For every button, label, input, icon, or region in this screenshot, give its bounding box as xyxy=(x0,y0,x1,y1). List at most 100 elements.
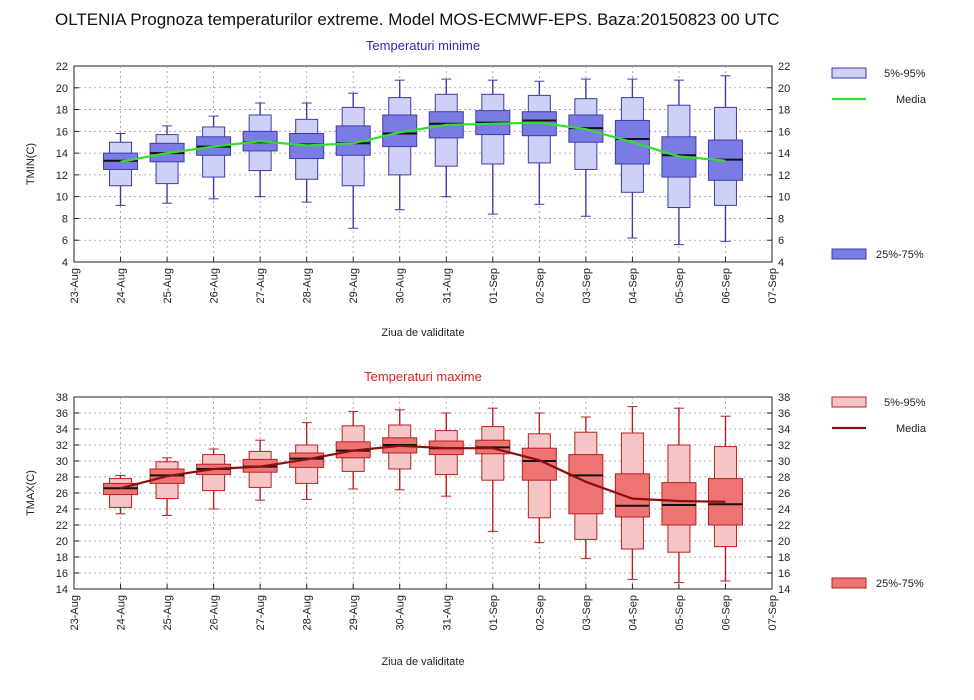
y-tick-label-left: 20 xyxy=(56,83,68,95)
x-tick-label: 05-Sep xyxy=(674,268,686,303)
x-tick-label: 29-Aug xyxy=(348,268,360,303)
x-tick-label: 30-Aug xyxy=(395,595,407,630)
y-tick-label-left: 26 xyxy=(56,488,68,500)
y-tick-label-right: 14 xyxy=(778,148,790,160)
y-tick-label-left: 18 xyxy=(56,105,68,117)
x-tick-label: 02-Sep xyxy=(534,268,546,303)
legend-mean-label: Media xyxy=(896,94,927,106)
y-tick-label-left: 28 xyxy=(56,472,68,484)
y-tick-label-left: 14 xyxy=(56,584,68,596)
y-tick-label-left: 24 xyxy=(56,504,68,516)
x-tick-label: 27-Aug xyxy=(255,268,267,303)
plot-frame xyxy=(73,65,773,263)
x-tick-label: 23-Aug xyxy=(69,268,81,303)
y-tick-label-left: 18 xyxy=(56,552,68,564)
x-tick-label: 04-Sep xyxy=(627,595,639,630)
x-tick-label: 24-Aug xyxy=(116,595,128,630)
y-tick-label-right: 8 xyxy=(778,213,784,225)
x-tick-label: 25-Aug xyxy=(162,268,174,303)
tmin-chart: Temperaturi minime 4 4 6 6 8 8 10 10 12 12 14 14 16 16… xyxy=(25,38,927,339)
y-tick-label-right: 38 xyxy=(778,392,790,404)
y-tick-label-right: 18 xyxy=(778,105,790,117)
y-tick-label-left: 4 xyxy=(62,257,68,269)
y-tick-label-right: 16 xyxy=(778,568,790,580)
legend-inner-swatch xyxy=(831,248,867,260)
x-tick-label: 25-Aug xyxy=(162,595,174,630)
legend-outer-label: 5%-95% xyxy=(884,397,926,409)
y-tick-label-right: 10 xyxy=(778,192,790,204)
y-tick-label-right: 36 xyxy=(778,408,790,420)
y-tick-label-right: 4 xyxy=(778,257,784,269)
y-tick-label-right: 6 xyxy=(778,235,784,247)
legend-inner-swatch xyxy=(831,577,867,589)
x-tick-label: 06-Sep xyxy=(720,595,732,630)
tmax-chart: Temperaturi maxime 14 14 16 16 18 18 20 20 22 22 24… xyxy=(25,369,927,668)
x-tick-label: 29-Aug xyxy=(348,595,360,630)
mean-line xyxy=(120,121,726,163)
box-inner-25-75 xyxy=(568,454,604,515)
y-tick-label-left: 34 xyxy=(56,424,68,436)
x-axis-label: Ziua de validitate xyxy=(381,656,464,668)
x-tick-label: 01-Sep xyxy=(488,268,500,303)
y-tick-label-right: 22 xyxy=(778,520,790,532)
y-tick-label-left: 30 xyxy=(56,456,68,468)
legend-outer-label: 5%-95% xyxy=(884,68,926,80)
x-tick-label: 07-Sep xyxy=(767,595,779,630)
y-tick-label-left: 22 xyxy=(56,61,68,73)
y-tick-label-right: 18 xyxy=(778,552,790,564)
x-tick-label: 24-Aug xyxy=(116,268,128,303)
y-tick-label-left: 20 xyxy=(56,536,68,548)
y-tick-label-right: 22 xyxy=(778,61,790,73)
x-tick-label: 03-Sep xyxy=(581,268,593,303)
x-tick-label: 26-Aug xyxy=(209,595,221,630)
x-tick-label: 06-Sep xyxy=(720,268,732,303)
legend-mean-label: Media xyxy=(896,423,927,435)
x-tick-label: 30-Aug xyxy=(395,268,407,303)
x-tick-label: 27-Aug xyxy=(255,595,267,630)
box-inner-25-75 xyxy=(521,447,557,481)
y-tick-label-left: 38 xyxy=(56,392,68,404)
x-tick-label: 23-Aug xyxy=(69,595,81,630)
y-tick-label-right: 14 xyxy=(778,584,790,596)
x-tick-label: 31-Aug xyxy=(441,268,453,303)
y-tick-label-left: 32 xyxy=(56,440,68,452)
mean-line xyxy=(120,444,726,503)
x-tick-label: 04-Sep xyxy=(627,268,639,303)
y-tick-label-right: 16 xyxy=(778,126,790,138)
legend-inner-label: 25%-75% xyxy=(876,578,924,590)
y-tick-label-left: 16 xyxy=(56,568,68,580)
y-tick-label-right: 28 xyxy=(778,472,790,484)
chart-title: Temperaturi minime xyxy=(366,38,480,53)
chart-title: Temperaturi maxime xyxy=(364,369,482,384)
y-tick-label-left: 12 xyxy=(56,170,68,182)
y-tick-label-left: 14 xyxy=(56,148,68,160)
y-tick-label-right: 20 xyxy=(778,536,790,548)
y-tick-label-right: 30 xyxy=(778,456,790,468)
x-tick-label: 07-Sep xyxy=(767,268,779,303)
x-tick-label: 01-Sep xyxy=(488,595,500,630)
y-tick-label-right: 24 xyxy=(778,504,790,516)
x-tick-label: 02-Sep xyxy=(534,595,546,630)
y-tick-label-right: 32 xyxy=(778,440,790,452)
x-tick-label: 31-Aug xyxy=(441,595,453,630)
y-tick-label-left: 10 xyxy=(56,192,68,204)
y-tick-label-left: 36 xyxy=(56,408,68,420)
x-tick-label: 03-Sep xyxy=(581,595,593,630)
y-tick-label-left: 8 xyxy=(62,213,68,225)
y-tick-label-left: 6 xyxy=(62,235,68,247)
y-tick-label-right: 20 xyxy=(778,83,790,95)
x-tick-label: 26-Aug xyxy=(209,268,221,303)
x-tick-label: 05-Sep xyxy=(674,595,686,630)
x-axis-label: Ziua de validitate xyxy=(381,327,464,339)
y-tick-label-right: 12 xyxy=(778,170,790,182)
legend-outer-swatch xyxy=(831,67,867,79)
y-axis-label: TMIN(C) xyxy=(25,143,37,185)
legend-outer-swatch xyxy=(831,396,867,408)
y-tick-label-right: 34 xyxy=(778,424,790,436)
y-tick-label-left: 16 xyxy=(56,126,68,138)
y-tick-label-left: 22 xyxy=(56,520,68,532)
x-tick-label: 28-Aug xyxy=(302,595,314,630)
y-axis-label: TMAX(C) xyxy=(25,470,37,516)
legend-inner-label: 25%-75% xyxy=(876,249,924,261)
